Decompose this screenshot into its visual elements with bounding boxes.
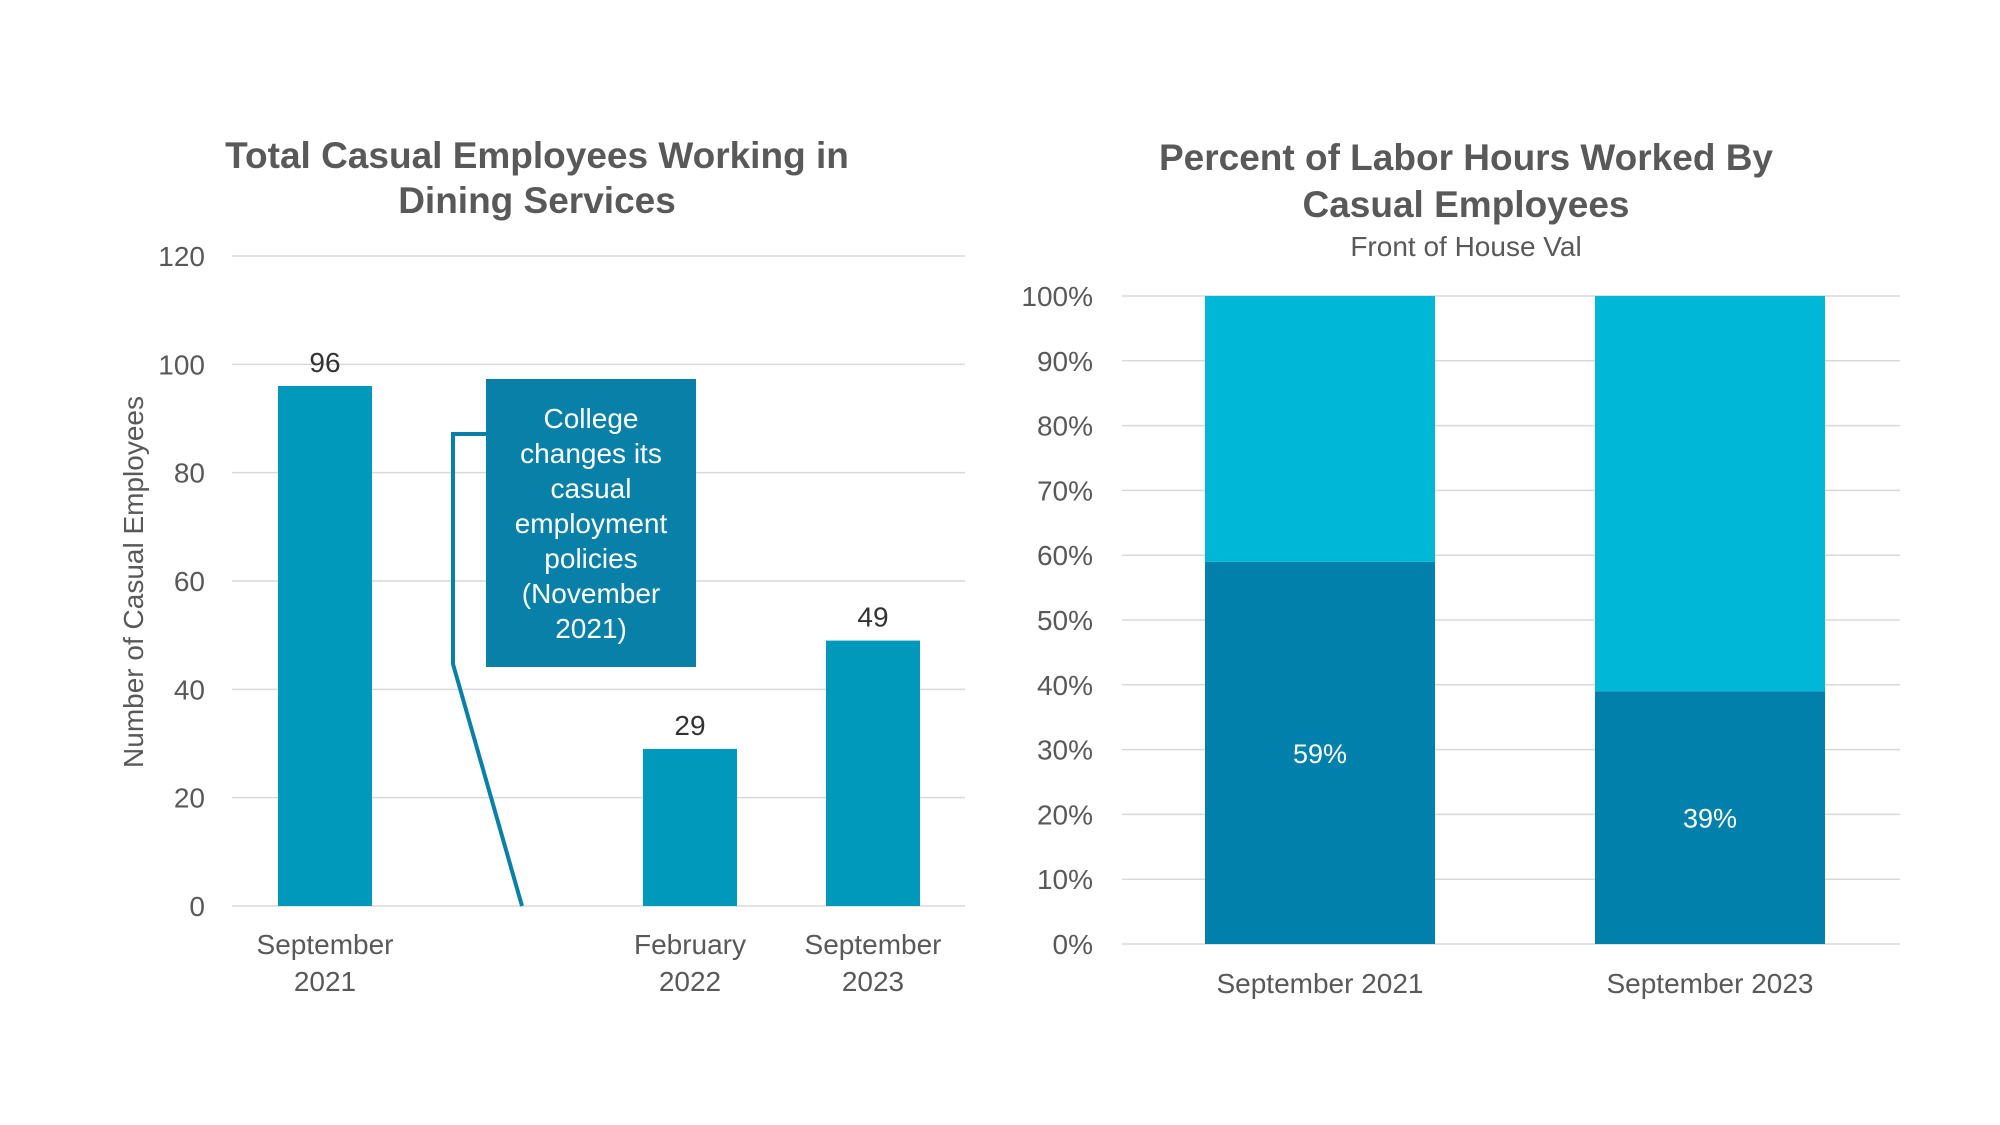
chart1-annotation-leader xyxy=(451,432,524,907)
chart1-category-label: 2022 xyxy=(659,966,721,997)
chart1-annotation-text: 2021) xyxy=(555,613,627,644)
chart2-title-line: Casual Employees xyxy=(1303,184,1630,225)
chart1-annotation-text: College xyxy=(544,403,639,434)
chart1-category-label: February xyxy=(634,929,746,960)
chart1-bar xyxy=(643,748,737,906)
chart2-y-tick-label: 50% xyxy=(1037,605,1093,636)
chart1-y-tick-label: 20 xyxy=(174,783,205,814)
chart1-y-axis-label: Number of Casual Employees xyxy=(118,396,149,768)
chart2-y-tick-label: 80% xyxy=(1037,411,1093,442)
chart1-bar xyxy=(278,386,372,906)
chart1-y-tick-label: 120 xyxy=(158,241,205,272)
chart2-y-tick-label: 70% xyxy=(1037,475,1093,506)
chart2-data-label: 39% xyxy=(1683,804,1737,834)
chart1-title-line: Total Casual Employees Working in xyxy=(225,135,849,176)
chart1-y-tick-label: 80 xyxy=(174,458,205,489)
chart1-y-tick-label: 40 xyxy=(174,674,205,705)
chart1-annotation-text: employment xyxy=(515,508,668,539)
chart1-bar xyxy=(826,640,920,906)
chart2-y-tick-label: 10% xyxy=(1037,864,1093,895)
chart2-y-tick-label: 60% xyxy=(1037,540,1093,571)
chart1-annotation-box xyxy=(486,379,696,667)
chart1-annotation-text: policies xyxy=(544,543,637,574)
chart2-y-tick-label: 0% xyxy=(1053,929,1093,960)
chart2-data-label: 59% xyxy=(1293,739,1347,769)
chart2-bar-segment xyxy=(1595,691,1825,944)
chart1-category-label: September xyxy=(805,929,942,960)
chart1-title-line: Dining Services xyxy=(398,180,676,221)
chart2-bar-segment xyxy=(1205,561,1435,944)
chart2-title-line: Percent of Labor Hours Worked By xyxy=(1159,137,1773,178)
chart1-y-tick-label: 60 xyxy=(174,566,205,597)
chart1-data-label: 96 xyxy=(309,347,340,378)
chart2-category-label: September 2021 xyxy=(1216,968,1423,999)
chart2-y-tick-label: 30% xyxy=(1037,735,1093,766)
chart2-y-tick-label: 20% xyxy=(1037,799,1093,830)
chart1-data-label: 29 xyxy=(674,710,705,741)
chart1-annotation-text: changes its xyxy=(520,438,662,469)
chart2-category-label: September 2023 xyxy=(1606,968,1813,999)
chart2-subtitle: Front of House Val xyxy=(1350,231,1581,262)
chart2-y-tick-label: 100% xyxy=(1021,281,1093,312)
chart1-y-tick-label: 0 xyxy=(189,891,205,922)
chart2-y-tick-label: 40% xyxy=(1037,670,1093,701)
chart1-annotation-text: casual xyxy=(551,473,632,504)
chart2-bar-segment xyxy=(1205,296,1435,562)
chart2-bar-segment xyxy=(1595,296,1825,692)
chart2-y-tick-label: 90% xyxy=(1037,346,1093,377)
chart1-category-label: 2023 xyxy=(842,966,904,997)
chart1-category-label: 2021 xyxy=(294,966,356,997)
chart1-annotation-text: (November xyxy=(522,578,660,609)
chart1-data-label: 49 xyxy=(857,602,888,633)
chart1-category-label: September xyxy=(257,929,394,960)
chart1-y-tick-label: 100 xyxy=(158,349,205,380)
